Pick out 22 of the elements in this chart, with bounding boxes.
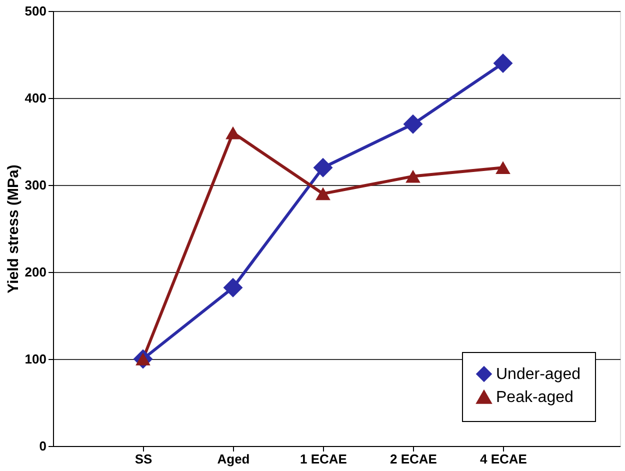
point — [316, 187, 330, 200]
legend-label: Peak-aged — [496, 389, 574, 406]
y-axis-title: Yield stress (MPa) — [4, 164, 22, 294]
point — [406, 170, 420, 183]
y-tick-label: 400 — [24, 90, 46, 106]
y-tick-label: 100 — [24, 352, 46, 366]
point — [403, 114, 423, 134]
point — [493, 53, 513, 73]
x-tick-label: 4 ECAE — [480, 452, 528, 466]
x-tick-label: SS — [134, 452, 152, 466]
point — [226, 126, 240, 140]
point — [496, 161, 510, 174]
point — [313, 158, 333, 178]
x-tick-label: 2 ECAE — [390, 452, 438, 466]
y-tick-label: 0 — [39, 438, 46, 454]
point — [223, 278, 243, 298]
y-tick-label: 300 — [24, 178, 46, 192]
x-tick-label: Aged — [217, 452, 250, 466]
legend-label: Under-aged — [496, 366, 580, 383]
y-tick-label: 500 — [24, 4, 46, 18]
x-tick-label: 1 ECAE — [300, 452, 348, 466]
y-tick-label: 200 — [24, 264, 46, 280]
